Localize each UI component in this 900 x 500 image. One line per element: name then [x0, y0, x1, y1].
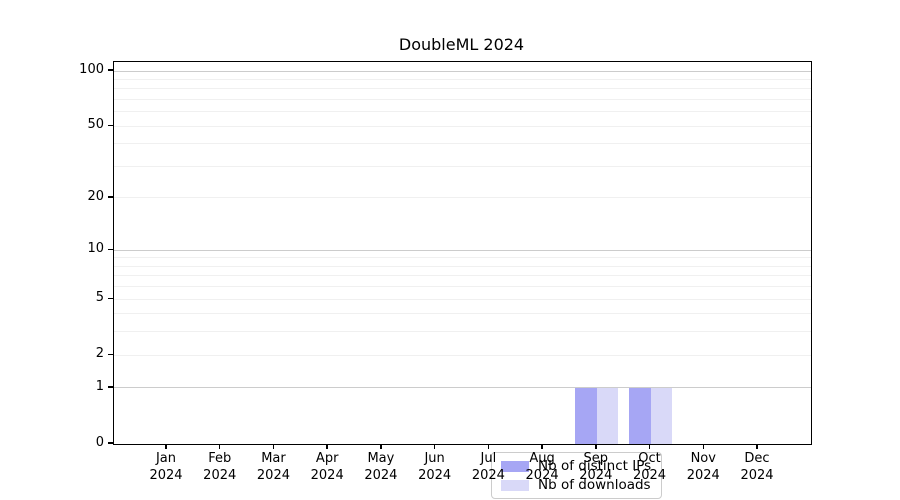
- y-tick-label-2: 2: [95, 346, 104, 362]
- x-tick-mark-jan: [165, 444, 167, 450]
- x-tick-label-aug: Aug 2024: [525, 451, 559, 483]
- y-tick-label-5: 5: [95, 290, 104, 306]
- y-tick-mark-10: [108, 248, 113, 250]
- gridline-y-1: [114, 387, 811, 389]
- legend-label-distinct-ips: Nb of distinct IPs: [538, 458, 652, 474]
- legend-item-downloads: Nb of downloads: [501, 477, 651, 493]
- x-tick-label-apr: Apr 2024: [310, 451, 344, 483]
- x-tick-label-jul: Jul 2024: [471, 451, 505, 483]
- gridline-y-70: [114, 99, 811, 101]
- gridline-y-90: [114, 78, 811, 80]
- x-tick-mark-jul: [487, 444, 490, 450]
- legend-item-distinct-ips: Nb of distinct IPs: [501, 458, 651, 474]
- x-tick-label-mar: Mar 2024: [256, 451, 290, 483]
- gridline-y-7: [114, 275, 811, 277]
- bar-nb-of-downloads-sep: [596, 387, 619, 444]
- plot-area: Nb of distinct IPs Nb of downloads: [113, 61, 812, 499]
- x-tick-mark-dec: [756, 444, 758, 450]
- gridline-y-30: [114, 166, 811, 167]
- x-tick-label-jan: Jan 2024: [149, 451, 183, 483]
- legend-swatch-downloads: [501, 479, 529, 491]
- x-tick-mark-aug: [541, 444, 543, 450]
- x-tick-label-dec: Dec 2024: [740, 451, 774, 483]
- bar-nb-of-distinct-ips-oct: [629, 387, 651, 444]
- gridline-y-8: [114, 265, 811, 267]
- gridline-y-50: [114, 125, 811, 127]
- y-tick-label-20: 20: [87, 188, 104, 204]
- bar-nb-of-distinct-ips-sep: [575, 387, 597, 444]
- gridline-y-3: [114, 331, 811, 333]
- gridline-y-80: [114, 88, 811, 90]
- x-tick-mark-nov: [702, 444, 704, 450]
- gridline-y-10: [114, 249, 811, 251]
- legend-label-downloads: Nb of downloads: [538, 477, 651, 493]
- gridline-y-60: [114, 111, 811, 113]
- x-tick-mark-apr: [326, 444, 328, 450]
- y-tick-label-50: 50: [87, 117, 104, 133]
- gridline-y-6: [114, 286, 811, 288]
- y-tick-mark-50: [108, 124, 113, 126]
- legend: Nb of distinct IPs Nb of downloads: [491, 452, 663, 499]
- y-tick-mark-100: [108, 69, 113, 71]
- gridline-y-40: [114, 143, 811, 145]
- x-tick-label-sep: Sep 2024: [579, 451, 613, 483]
- x-tick-mark-mar: [272, 444, 275, 450]
- y-tick-label-0: 0: [95, 435, 104, 450]
- bar-nb-of-downloads-oct: [650, 387, 673, 444]
- y-tick-mark-20: [108, 196, 113, 198]
- gridline-y-2: [114, 354, 811, 356]
- gridline-y-5: [114, 298, 811, 300]
- legend-swatch-distinct-ips: [501, 460, 529, 472]
- gridline-y-20: [114, 197, 811, 199]
- x-tick-label-nov: Nov 2024: [686, 451, 720, 483]
- x-tick-label-feb: Feb 2024: [203, 451, 237, 483]
- y-tick-mark-0: [108, 442, 113, 444]
- chart-title: DoubleML 2024: [398, 35, 525, 54]
- x-tick-label-may: May 2024: [364, 451, 398, 483]
- y-tick-label-100: 100: [79, 62, 104, 78]
- x-tick-label-jun: Jun 2024: [418, 451, 452, 483]
- y-tick-mark-5: [108, 297, 113, 299]
- gridline-y-4: [114, 313, 811, 315]
- gridline-y-100: [114, 70, 811, 72]
- y-tick-label-10: 10: [87, 241, 104, 257]
- y-tick-label-1: 1: [95, 378, 104, 394]
- x-tick-label-oct: Oct 2024: [632, 451, 667, 483]
- y-tick-mark-2: [108, 353, 113, 355]
- x-tick-mark-jun: [433, 444, 436, 450]
- y-tick-mark-1: [108, 386, 113, 388]
- gridline-y-9: [114, 257, 811, 259]
- x-tick-mark-oct: [648, 444, 651, 450]
- x-tick-mark-sep: [595, 444, 597, 450]
- x-tick-mark-may: [380, 444, 382, 450]
- x-tick-mark-feb: [219, 444, 221, 450]
